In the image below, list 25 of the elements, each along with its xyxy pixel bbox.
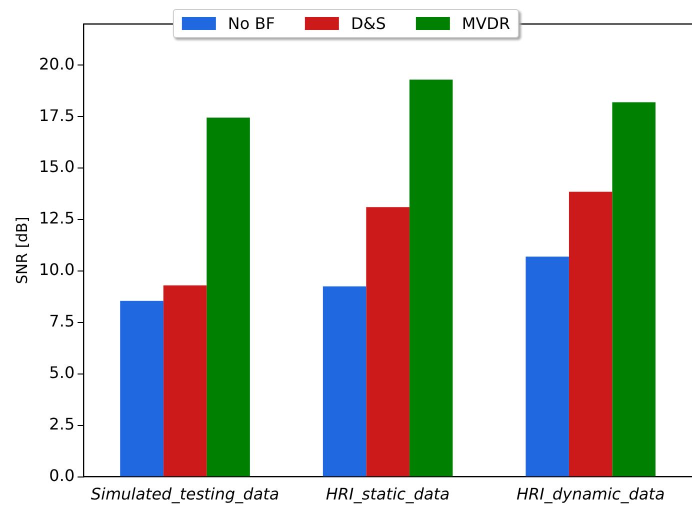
y-tick-label: 12.5 <box>39 208 75 228</box>
legend-label: No BF <box>228 14 275 33</box>
legend-label: D&S <box>350 14 386 33</box>
bar <box>322 286 366 476</box>
bar <box>568 192 612 476</box>
x-tick-label: Simulated_testing_data <box>90 484 280 504</box>
y-tick-label: 15.0 <box>39 157 75 176</box>
y-tick-label: 20.0 <box>39 54 75 74</box>
bar <box>206 118 250 476</box>
y-tick-label: 17.5 <box>39 106 75 125</box>
y-tick-label: 2.5 <box>49 414 75 434</box>
y-tick-label: 10.0 <box>39 260 75 280</box>
bar <box>526 256 569 476</box>
legend-label: MVDR <box>462 14 510 33</box>
bar <box>409 80 453 476</box>
y-tick-label: 7.5 <box>49 312 75 331</box>
bar <box>612 102 656 476</box>
x-tick-label: HRI_dynamic_data <box>516 484 665 504</box>
bar <box>366 207 410 476</box>
y-tick-label: 5.0 <box>49 363 75 382</box>
x-tick-label: HRI_static_data <box>326 484 450 504</box>
y-axis-title: SNR [dB] <box>12 216 31 284</box>
bar <box>120 300 164 476</box>
y-tick-label: 0.0 <box>49 466 75 485</box>
bar <box>163 285 207 476</box>
